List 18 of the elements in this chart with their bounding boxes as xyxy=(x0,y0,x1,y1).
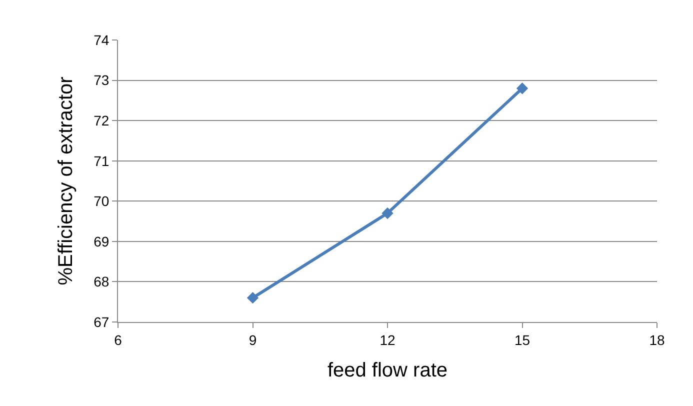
y-tick-label: 69 xyxy=(94,233,110,250)
x-tick-label: 12 xyxy=(380,332,396,348)
x-tick-label: 9 xyxy=(248,332,257,348)
x-axis-title: feed flow rate xyxy=(327,359,448,382)
y-tick-label: 74 xyxy=(94,32,110,48)
point xyxy=(382,207,394,220)
point xyxy=(516,82,528,94)
y-tick-label: 70 xyxy=(94,193,110,210)
x-tick-label: 15 xyxy=(514,332,530,348)
y-tick-label: 68 xyxy=(94,274,110,290)
y-tick-label: 72 xyxy=(94,112,110,128)
y-tick-label: 73 xyxy=(94,72,110,88)
y-tick-label: 67 xyxy=(94,314,110,330)
y-tick-label: 71 xyxy=(94,152,110,169)
y-axis-title: %Efficiency of extractor xyxy=(55,76,78,286)
point xyxy=(246,292,259,304)
x-tick-label: 18 xyxy=(649,332,665,348)
x-tick-label: 6 xyxy=(114,332,122,348)
